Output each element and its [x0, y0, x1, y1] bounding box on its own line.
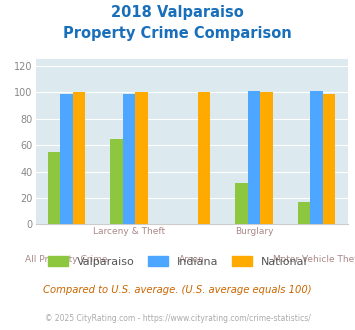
Bar	[248, 91, 261, 224]
Bar	[298, 202, 310, 224]
Bar	[60, 94, 73, 224]
Text: Property Crime Comparison: Property Crime Comparison	[63, 26, 292, 41]
Text: Motor Vehicle Theft: Motor Vehicle Theft	[273, 255, 355, 264]
Text: Arson: Arson	[179, 255, 204, 264]
Text: Compared to U.S. average. (U.S. average equals 100): Compared to U.S. average. (U.S. average …	[43, 285, 312, 295]
Bar	[261, 92, 273, 224]
Legend: Valparaiso, Indiana, National: Valparaiso, Indiana, National	[43, 251, 312, 271]
Bar	[235, 183, 248, 224]
Bar	[323, 94, 335, 224]
Bar	[310, 91, 323, 224]
Bar	[110, 139, 123, 224]
Bar	[123, 94, 136, 224]
Text: 2018 Valparaiso: 2018 Valparaiso	[111, 5, 244, 20]
Bar	[73, 92, 86, 224]
Text: © 2025 CityRating.com - https://www.cityrating.com/crime-statistics/: © 2025 CityRating.com - https://www.city…	[45, 314, 310, 323]
Text: All Property Crime: All Property Crime	[26, 255, 108, 264]
Bar	[48, 152, 60, 224]
Bar	[136, 92, 148, 224]
Bar	[198, 92, 211, 224]
